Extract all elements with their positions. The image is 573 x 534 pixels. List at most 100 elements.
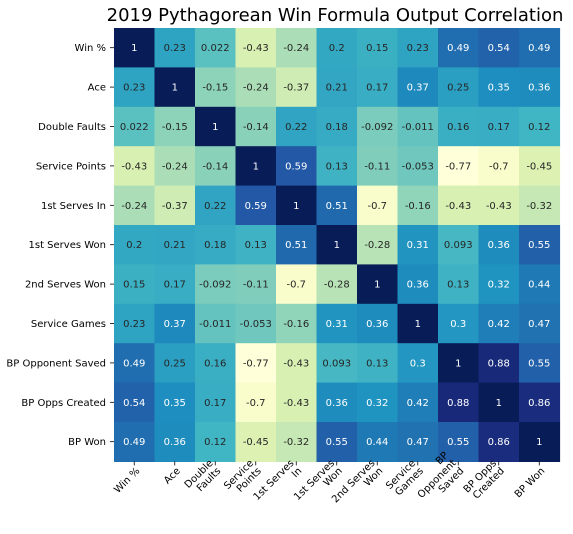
y-tick-label: Double Faults: [38, 122, 106, 133]
y-axis-tick-labels: Win % Ace Double Faults Service Points 1st S…: [6, 43, 114, 448]
heatmap-cell: [235, 28, 277, 68]
heatmap-cell: [235, 225, 277, 265]
heatmap-cell: [438, 303, 480, 344]
cell-value-label: 0.21: [164, 240, 186, 251]
cell-value-label: -0.011: [402, 122, 434, 133]
cell-value-label: 0.093: [322, 358, 351, 369]
cell-value-label: -0.28: [324, 280, 350, 291]
heatmap-cell: [195, 106, 237, 147]
heatmap-cell: [114, 28, 156, 68]
heatmap-cell: [154, 225, 196, 265]
heatmap-cell: [195, 303, 237, 344]
cell-value-label: 0.16: [204, 358, 226, 369]
cell-value-label: -0.15: [162, 122, 188, 133]
x-tick-label: BP Won: [513, 466, 548, 501]
heatmap-cell: [357, 303, 399, 344]
heatmap-cell: [235, 303, 277, 344]
cell-value-label: -0.16: [283, 319, 309, 330]
cell-value-label: -0.32: [283, 437, 309, 448]
cell-value-label: 0.21: [326, 83, 348, 94]
heatmap-cell: [478, 303, 520, 344]
heatmap-cell: [397, 28, 439, 68]
cell-value-label: 0.13: [366, 358, 388, 369]
cell-value-label: 0.54: [123, 398, 145, 409]
cell-value-label: -0.14: [243, 122, 269, 133]
cell-value-label: -0.24: [243, 83, 269, 94]
y-tick-label: Service Points: [36, 161, 106, 172]
heatmap-cell: [276, 422, 318, 462]
cell-value-label: 0.44: [528, 280, 550, 291]
heatmap-cell: [195, 264, 237, 305]
heatmap-cell: [519, 67, 561, 108]
x-tick-label: Ace: [162, 466, 183, 487]
heatmap-cell: [397, 67, 439, 108]
heatmap-cell: [154, 264, 196, 305]
heatmap-cell: [276, 382, 318, 423]
heatmap-cell: [357, 343, 399, 384]
heatmap-cell: [316, 264, 358, 305]
cell-value-label: 0.59: [245, 201, 267, 212]
heatmap-cell: [154, 422, 196, 462]
heatmap-cell: [438, 343, 480, 384]
cell-value-label: 0.23: [123, 83, 145, 94]
cell-value-label: 0.55: [447, 437, 469, 448]
heatmap-cell: [519, 264, 561, 305]
cell-value-label: 0.15: [123, 280, 145, 291]
heatmap-cell: [478, 185, 520, 226]
cell-value-label: 0.13: [447, 280, 469, 291]
cell-value-label: 0.37: [164, 319, 186, 330]
heatmap-cell: [519, 343, 561, 384]
cell-value-label: 0.49: [123, 358, 145, 369]
heatmap-cell: [235, 382, 277, 423]
heatmap-cell: [195, 67, 237, 108]
y-tick-label: 2nd Serves Won: [25, 280, 106, 291]
heatmap-cell: [235, 185, 277, 226]
heatmap-cell: [478, 225, 520, 265]
heatmap-cell: [276, 185, 318, 226]
cell-value-label: 0.88: [488, 358, 510, 369]
cell-value-label: -0.45: [526, 161, 552, 172]
heatmap-cell: [519, 146, 561, 187]
heatmap-cell: [397, 303, 439, 344]
x-tick-label-line: Ace: [162, 466, 183, 487]
heatmap-cell: [114, 422, 156, 462]
heatmap-cell: [438, 264, 480, 305]
heatmap-cell: [438, 67, 480, 108]
heatmap-cell: [154, 382, 196, 423]
heatmap-cell: [478, 28, 520, 68]
heatmap-cell: [114, 303, 156, 344]
heatmap-cell: [154, 303, 196, 344]
cell-value-label: 0.36: [488, 240, 510, 251]
cell-value-label: -0.092: [361, 122, 393, 133]
cell-value-label: -0.11: [243, 280, 269, 291]
cell-value-label: -0.16: [405, 201, 431, 212]
heatmap-cell: [397, 146, 439, 187]
cell-value-label: 0.16: [447, 122, 469, 133]
cell-value-label: -0.092: [199, 280, 231, 291]
cell-value-label: -0.43: [243, 43, 269, 54]
cell-value-label: 1: [415, 319, 421, 330]
heatmap-cell: [195, 225, 237, 265]
heatmap-cell: [519, 303, 561, 344]
heatmap-cell: [316, 106, 358, 147]
cell-value-label: 0.47: [528, 319, 550, 330]
heatmap-cell: [519, 422, 561, 462]
cell-value-label: 0.13: [245, 240, 267, 251]
cell-value-label: 0.36: [407, 280, 429, 291]
heatmap-cell: [276, 146, 318, 187]
cell-value-label: 0.88: [447, 398, 469, 409]
heatmap-cell: [154, 146, 196, 187]
cell-value-label: 0.37: [407, 83, 429, 94]
cell-value-label: -0.053: [240, 319, 272, 330]
cell-value-label: 0.59: [285, 161, 307, 172]
cell-value-label: 1: [172, 83, 178, 94]
cell-value-label: 0.86: [488, 437, 510, 448]
cell-value-label: -0.37: [283, 83, 309, 94]
cell-value-label: -0.15: [202, 83, 228, 94]
heatmap-cell: [316, 422, 358, 462]
heatmap-cell: [235, 343, 277, 384]
heatmap-cell: [357, 264, 399, 305]
cell-value-label: 0.15: [366, 43, 388, 54]
heatmap-cell: [397, 264, 439, 305]
heatmap-cell: [154, 106, 196, 147]
